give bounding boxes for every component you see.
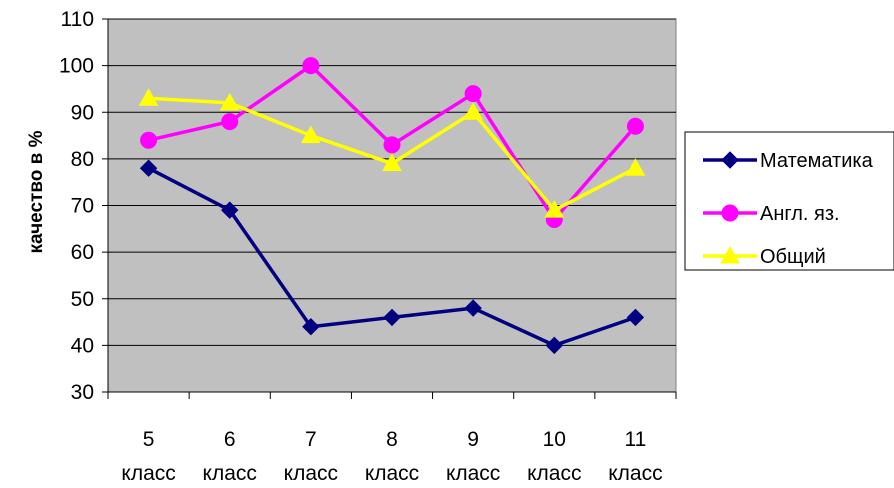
x-tick-label-sub: класс [365, 462, 419, 485]
data-point [382, 153, 402, 172]
x-tick-label-sub: класс [121, 462, 175, 485]
data-point [138, 88, 159, 106]
series-layer [138, 57, 646, 355]
legend-swatch-marker [721, 204, 739, 222]
y-tick-label: 100 [59, 55, 94, 78]
legend-swatch-marker [721, 151, 739, 169]
x-tick-label: 6 [224, 428, 236, 451]
data-point [545, 336, 563, 355]
data-point [464, 85, 482, 103]
data-point [625, 158, 646, 176]
y-tick-label: 30 [71, 381, 94, 404]
data-point [626, 308, 645, 327]
legend-swatch-marker [720, 245, 740, 264]
legend-box [684, 131, 894, 271]
axes: 30 40 50 60 70 80 90 100 110 5 класс 6 класс 7 класс 8 к… [59, 8, 677, 485]
x-tick-label: 9 [467, 428, 479, 451]
data-point [463, 102, 483, 120]
x-tick-label: 7 [305, 428, 317, 451]
data-point [544, 200, 565, 218]
data-point [219, 92, 240, 111]
data-point [221, 201, 239, 219]
data-point [302, 318, 320, 336]
plot-area [107, 18, 677, 393]
data-point [383, 136, 401, 154]
x-tick-label: 5 [143, 428, 155, 451]
x-tick-label: 8 [386, 428, 398, 451]
data-point [140, 131, 158, 149]
y-tick-label: 40 [71, 334, 94, 357]
data-point [139, 159, 158, 177]
data-point [301, 125, 321, 144]
y-tick-label: 60 [71, 241, 94, 264]
x-tick-label-sub: класс [608, 462, 662, 485]
x-tick-label: 11 [625, 428, 647, 451]
x-tick-label-sub: класс [203, 462, 257, 485]
data-point [464, 299, 482, 317]
x-tick-label-sub: класс [527, 462, 581, 485]
y-tick-label: 70 [71, 195, 94, 218]
legend-label: Общий [760, 246, 826, 268]
y-tick-label: 110 [61, 8, 94, 31]
legend-label: Англ. яз. [760, 203, 840, 225]
y-tick-label: 80 [71, 148, 94, 171]
data-point [626, 117, 644, 135]
data-point [383, 308, 401, 327]
y-tick-label: 50 [71, 288, 94, 311]
legend-label: Математика [760, 150, 874, 172]
x-tick-label-sub: класс [284, 462, 338, 485]
x-tick-label-sub: класс [446, 462, 500, 485]
x-tick-label: 10 [543, 428, 566, 451]
data-point [302, 57, 320, 75]
y-axis-title: качество в % [26, 130, 47, 253]
y-tick-label: 90 [71, 101, 94, 124]
data-point [221, 113, 239, 131]
legend: Математика Англ. яз. Общий [684, 131, 894, 271]
